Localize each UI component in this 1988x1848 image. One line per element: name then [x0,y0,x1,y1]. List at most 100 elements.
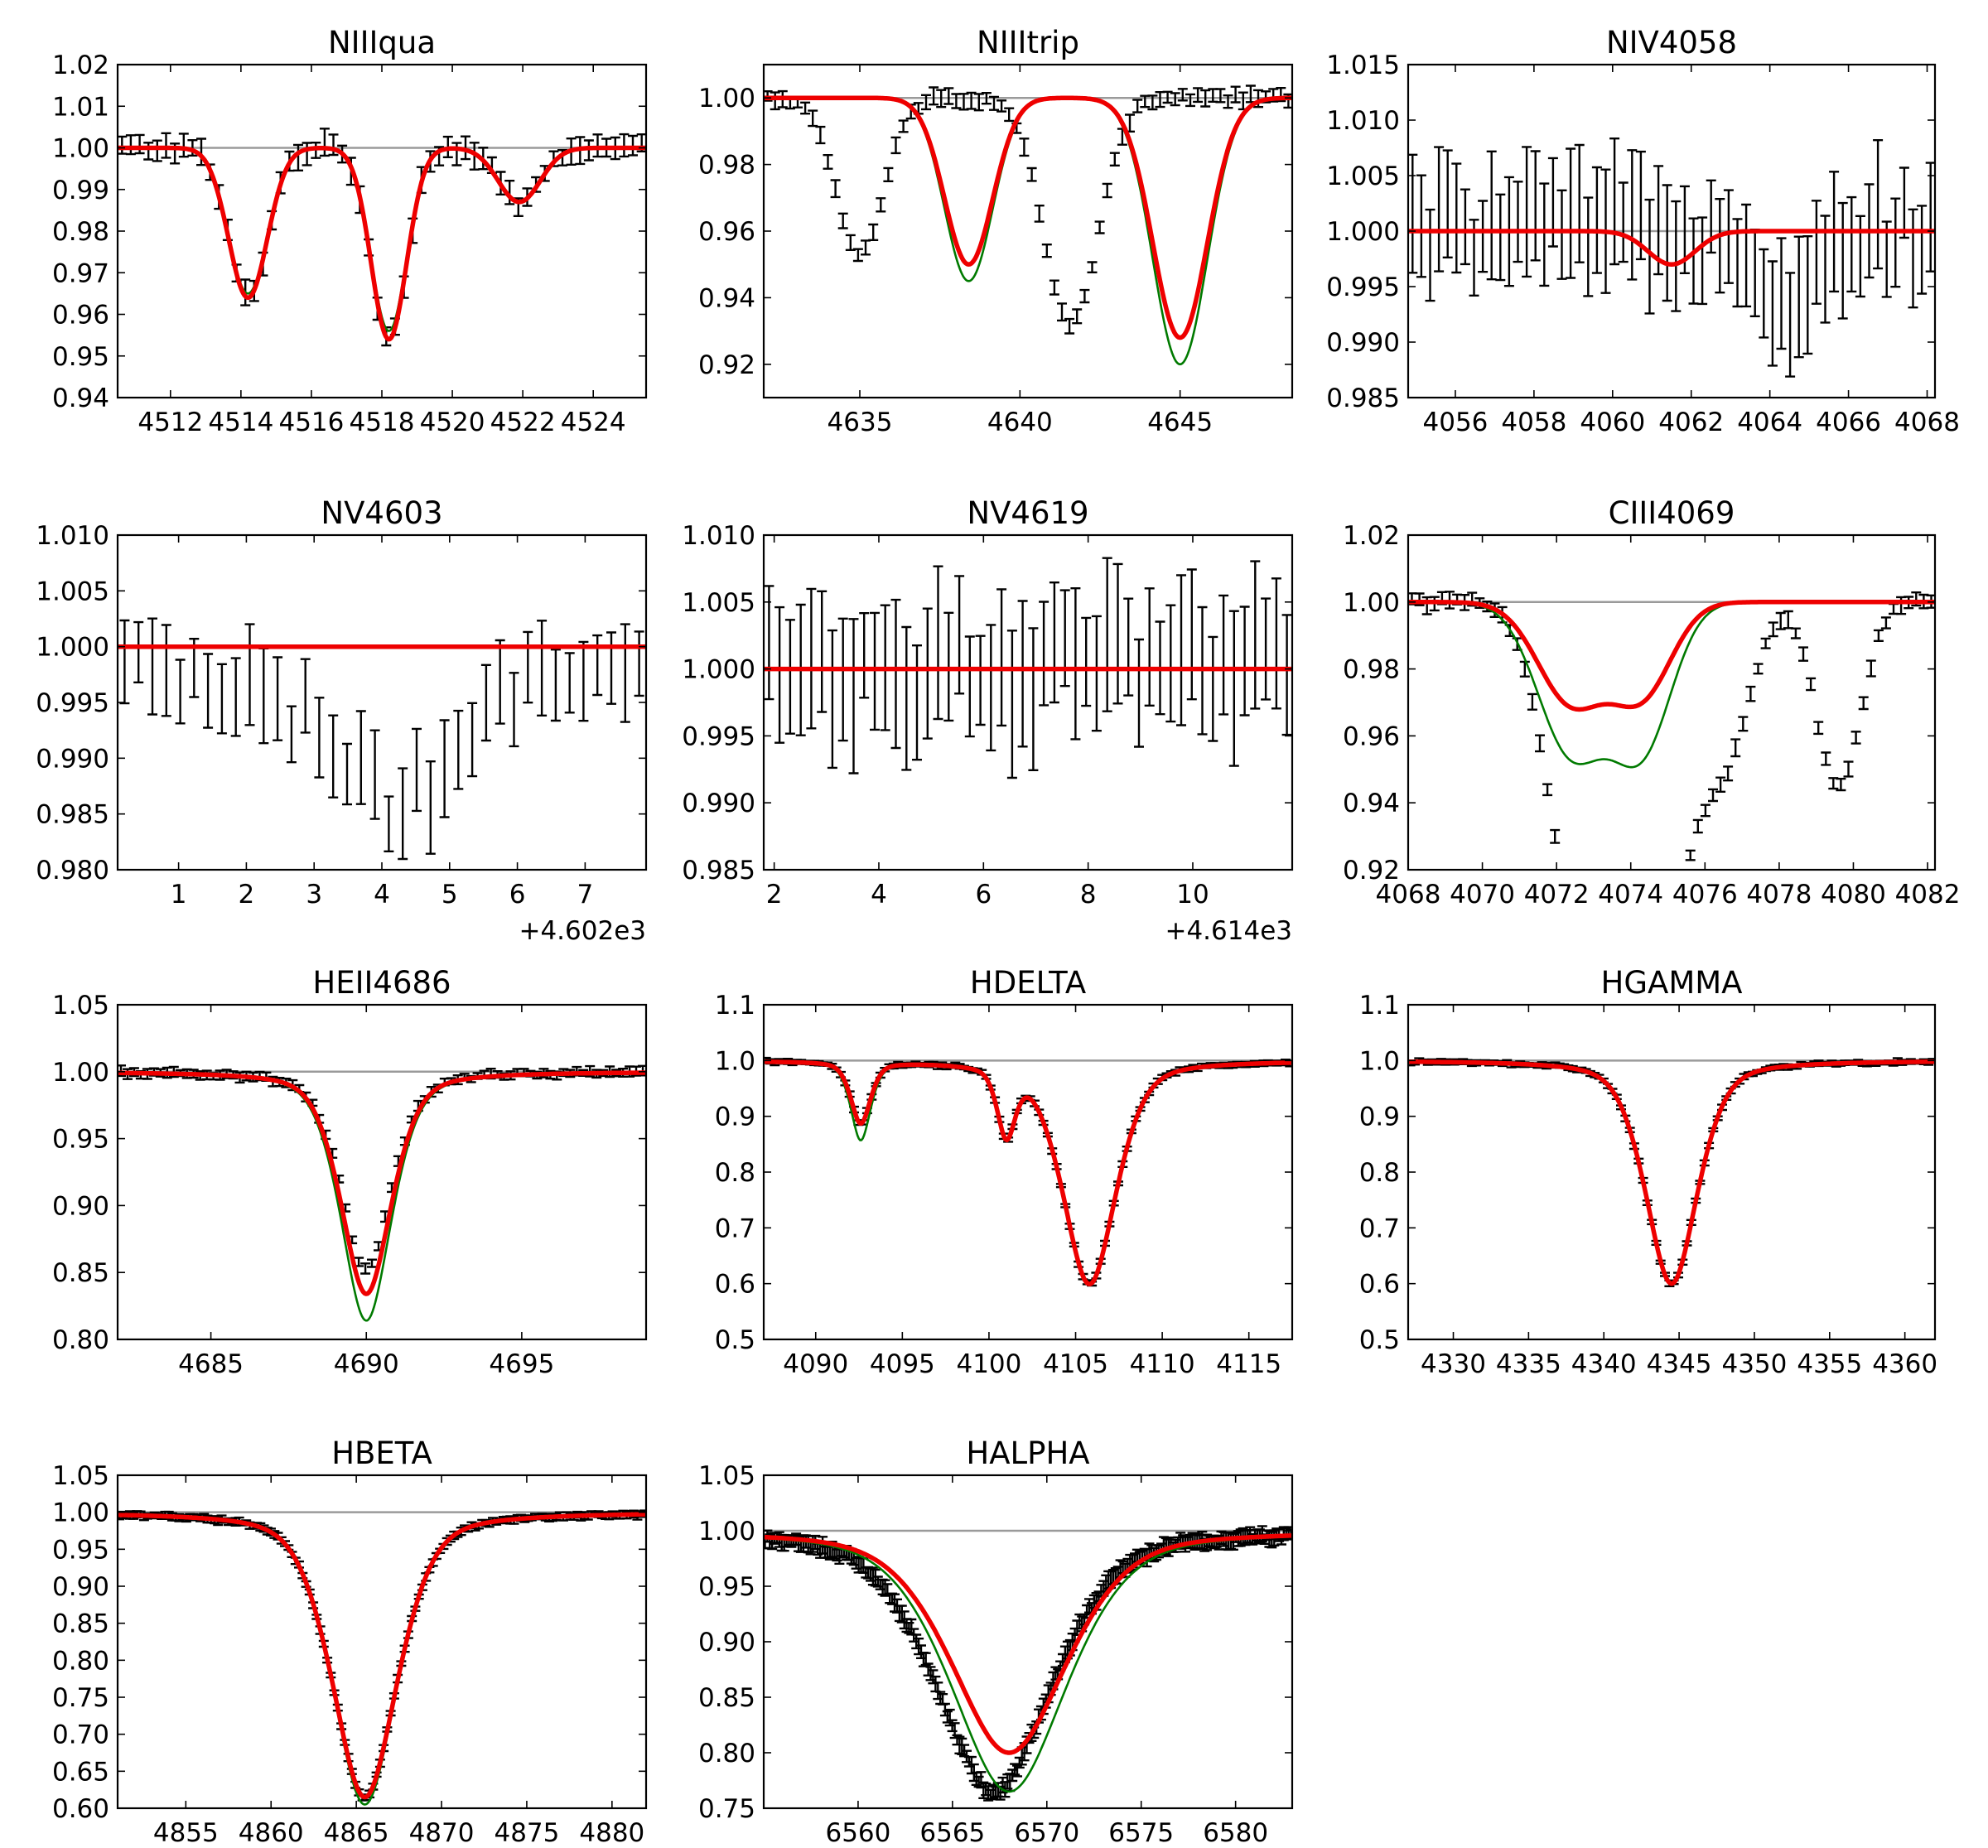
error-bar [187,139,198,157]
y-tick-label: 0.95 [52,1535,109,1565]
error-bar [922,607,933,740]
error-bar [1271,577,1281,710]
error-bar [504,180,515,205]
error-bar [784,619,795,735]
y-tick-label: 0.98 [1343,655,1400,685]
panel-niv4058: 4056 4058 4060 4062 4064 4066 4068 0.985 0.990 0.… [1326,25,1960,437]
x-tick-label: 4875 [494,1818,559,1848]
y-tick-label: 1.05 [698,1461,755,1491]
y-tick-label: 1.00 [1343,588,1400,618]
y-tick-label: 1.000 [1326,217,1400,247]
error-bar [300,658,311,734]
panel-title: HEII4686 [312,965,451,1001]
y-tick-label: 0.96 [52,301,109,331]
error-bar [161,624,171,717]
error-bar [890,598,901,750]
error-bar [1218,594,1229,716]
error-bar [1899,166,1909,239]
error-bar [975,634,986,726]
error-bar [628,134,638,157]
error-bar [1087,261,1098,273]
model-primary-curve [118,1070,646,1296]
error-bar [258,647,269,745]
x-tick-label: 3 [306,880,322,910]
axes-frame [762,1003,1294,1341]
error-bar [1609,138,1620,266]
panel-hbeta: 4855 4860 4865 4870 4875 4880 0.60 0.65 0.70 0.75… [52,1435,648,1848]
panel-title: NV4619 [967,495,1088,531]
x-tick-label: 4690 [334,1349,399,1379]
x-tick-label: 4880 [579,1818,644,1848]
error-bar [467,702,478,778]
error-bar [1917,205,1928,295]
y-tick-label: 0.8 [715,1158,755,1188]
model-secondary-curve [1408,229,1935,266]
error-bar [355,710,366,805]
error-bar [1759,248,1769,339]
x-tick-label: 6570 [1014,1818,1079,1848]
x-tick-label: 8 [1080,880,1097,910]
error-bar [1186,568,1197,701]
observed-series [1408,591,1935,961]
panel-hdelta: 4090 4095 4100 4105 4110 4115 0.5 0.6 0.7 0.8 0.9 1… [715,965,1294,1379]
y-tick-label: 0.9 [715,1103,755,1132]
x-tick-label: 1 [171,880,187,910]
error-bar [1425,208,1436,302]
x-tick-label: 4860 [239,1818,304,1848]
error-bar [957,1737,967,1755]
error-bar [143,142,154,161]
panel-ciii4069: 4068 4070 4072 4074 4076 4078 4080 4082 0.92 0.94… [1343,495,1961,961]
error-bar [1112,562,1123,705]
error-bar [989,95,999,111]
error-bar [921,94,931,111]
y-tick-label: 0.94 [52,384,109,413]
model-primary-curve [118,145,646,342]
x-tick-label: 4514 [208,408,273,437]
panel-title: HGAMMA [1601,965,1743,1001]
x-tick-label: 4074 [1598,880,1663,910]
error-bar [1408,153,1418,274]
error-bar [1049,581,1059,704]
error-bar [1281,614,1292,736]
panel-title: HALPHA [966,1435,1089,1471]
panel-niiitrip: 4635 4640 4645 0.92 0.94 0.96 0.98 1.00 NIIItrip [698,25,1294,437]
error-bar [1460,188,1470,266]
error-bar [1064,317,1075,335]
x-tick-label: 4522 [490,408,556,437]
x-tick-label: 4645 [1147,408,1213,437]
x-tick-label: 4 [374,880,390,910]
error-bar [1556,189,1567,280]
error-bar [1653,165,1664,276]
error-bar [1513,181,1523,263]
error-bar [1663,949,1673,961]
error-bar [868,223,879,241]
error-bar [806,587,817,730]
model-primary-curve [764,95,1292,340]
y-tick-label: 0.96 [1343,721,1400,751]
x-tick-label: 4345 [1647,1349,1712,1379]
error-bar [1550,828,1561,844]
panel-title: NV4603 [321,495,442,531]
y-tick-label: 0.97 [52,258,109,288]
y-tick-label: 0.7 [715,1214,755,1243]
error-bar [1688,217,1699,305]
error-bar [827,629,837,770]
y-tick-label: 0.65 [52,1757,109,1787]
error-bar [876,197,886,213]
y-tick-label: 0.75 [52,1683,109,1713]
error-bar [1745,685,1756,702]
error-bar [1165,604,1176,723]
error-bar [360,1262,371,1275]
error-bar [1767,260,1778,367]
error-bar [1162,90,1173,104]
panel-title: NIIItrip [977,25,1079,60]
x-tick-label: 4 [871,880,887,910]
error-bar [1880,616,1891,630]
x-tick-label: 4865 [324,1818,389,1848]
y-tick-label: 0.60 [52,1794,109,1824]
x-tick-label: 6575 [1108,1818,1174,1848]
error-bar [1793,235,1804,359]
error-bar [1850,731,1861,745]
error-bar [912,644,922,761]
error-bar [1006,630,1017,779]
